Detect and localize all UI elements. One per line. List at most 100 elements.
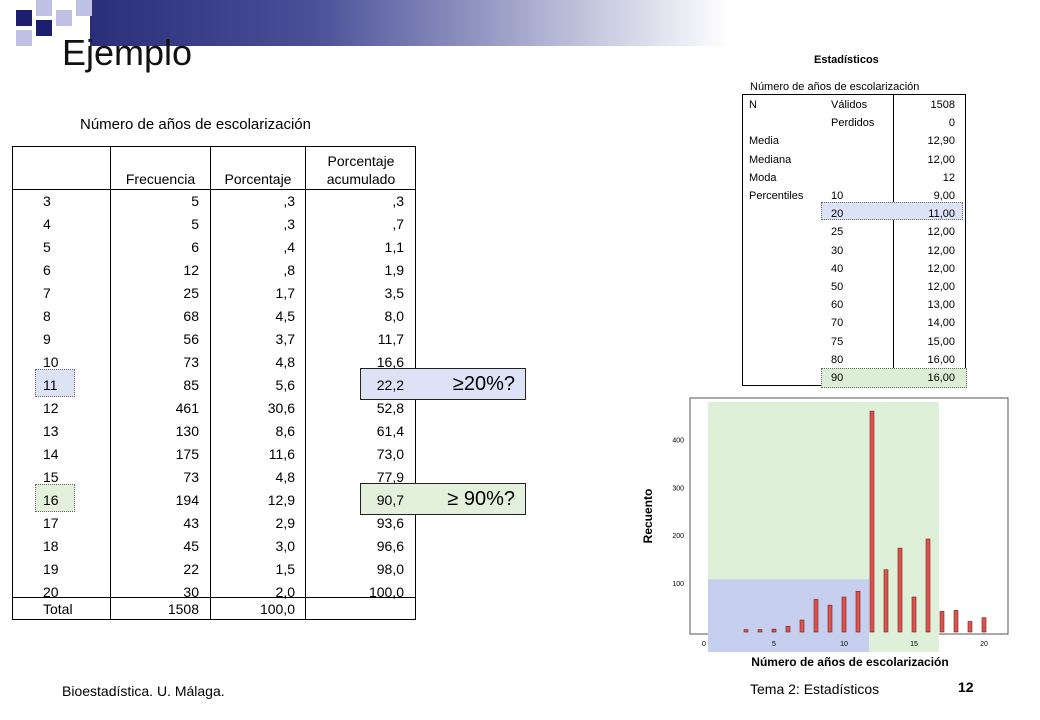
freq-table-title: Número de años de escolarización [80,116,311,133]
x-tick-label: 10 [840,641,848,648]
chart-ylabel: Recuento [641,489,655,544]
histogram-bar [897,547,903,633]
freq-cell: 22 [183,561,199,577]
freq-cell: ,8 [283,262,295,278]
freq-cell: ,7 [392,216,404,232]
freq-cell: 43 [183,515,199,531]
deco-square-light [76,0,92,16]
freq-cell: 4,8 [275,469,295,485]
freq-cell: 56 [183,331,199,347]
histogram-bar [743,629,749,633]
footer-right: Tema 2: Estadísticos [750,681,880,697]
histogram-bar [981,617,987,633]
x-tick-label: 0 [702,641,706,648]
histogram-bar [841,596,847,633]
stats-cell: 12,00 [927,153,955,166]
stats-cell: Percentiles [749,190,804,202]
freq-cell: 12 [183,262,199,278]
histogram-chart: 0 5 10 15 20 100 200 300 400 Recuento Número de… [641,397,1009,669]
freq-cell: 11,6 [268,446,295,462]
histogram-bar [967,621,973,633]
freq-cell: 100,0 [368,584,404,600]
frequency-table: Frecuencia Porcentaje Porcentaje acumula… [12,146,416,620]
freq-cell: 100,0 [259,601,295,617]
freq-cell: 8,0 [384,308,404,324]
stats-cell: 15,00 [927,335,955,348]
freq-cell: 8,6 [275,423,295,439]
stats-cell: 16,00 [927,353,955,366]
freq-cell: ,3 [283,193,295,209]
freq-cell: 18 [43,538,59,554]
header-porcentaje: Porcentaje [224,171,292,187]
deco-square-light [36,0,52,16]
stats-cell: N [749,99,757,111]
stats-cell: 1508 [930,99,955,111]
freq-cell: 20 [43,584,59,600]
question-90-box: ≥ 90%? [360,483,526,515]
stats-cell: 25 [831,226,844,239]
deco-square-light [16,30,32,46]
histogram-bar [869,410,875,633]
histogram-bar [771,628,777,633]
freq-cell: 90,7 [376,492,404,508]
y-tick-label: 100 [672,581,684,588]
freq-cell: 52,8 [376,400,404,416]
histogram-bar [939,611,945,633]
header-acum-2: acumulado [326,171,396,187]
deco-square-light [56,10,72,26]
freq-cell: 1508 [167,601,199,617]
stats-cell: Media [749,135,779,148]
freq-cell: 5 [191,216,199,232]
freq-cell: 3,7 [275,331,295,347]
freq-cell: 3,0 [275,538,295,554]
freq-cell: 461 [175,400,199,416]
freq-cell: 85 [183,377,199,393]
freq-cell: 15 [43,469,59,485]
stats-cell: 11,00 [928,208,955,221]
freq-cell: 25 [183,285,199,301]
freq-cell: 73 [183,469,199,485]
stats-cell: Válidos [831,99,868,111]
freq-cell: 9 [43,331,51,347]
freq-cell: 45 [183,538,199,554]
histogram-bar [855,590,861,633]
histogram-bar [911,596,917,633]
stats-cell: 0 [948,117,955,130]
freq-cell: 22,2 [376,377,404,393]
stats-cell: 9,00 [933,190,955,202]
deco-square-dark [36,20,52,36]
freq-cell: 16 [43,492,59,508]
freq-cell: 5,6 [275,377,295,393]
freq-cell: 2,9 [275,515,295,531]
x-tick-label: 20 [980,641,988,648]
freq-cell: 1,1 [384,239,404,255]
stats-cell: 16,00 [927,372,955,384]
freq-cell: 68 [183,308,199,324]
freq-cell: 3,5 [384,285,404,301]
freq-cell: 8 [43,308,51,324]
histogram-bar [925,538,931,633]
freq-cell: 11,7 [377,331,404,347]
histogram-bar [813,599,819,633]
freq-cell: 6 [191,239,199,255]
freq-cell: 77,9 [376,469,404,485]
histogram-bar [799,619,805,633]
freq-cell: 4,8 [275,354,295,370]
freq-cell: 96,6 [376,538,404,554]
freq-cell: 175 [175,446,199,462]
deco-square-dark [16,10,32,26]
stats-cell: Perdidos [831,117,875,130]
freq-cell: 10 [43,354,59,370]
statistics-table: N Válidos 1508 Perdidos 0 Media 12,90 Mediana 12… [742,94,967,388]
freq-cell: 16,6 [376,354,404,370]
highlight-p90 [821,368,967,388]
freq-cell: 73 [183,354,199,370]
freq-cell: Total [43,601,73,617]
freq-cell: ,4 [283,239,295,255]
histogram-bar [757,629,763,633]
stats-cell: 75 [831,335,844,348]
slide-title: Ejemplo [62,32,193,73]
freq-cell: 6 [43,262,51,278]
y-tick-label: 400 [672,437,684,444]
freq-cell: 1,7 [275,285,295,301]
